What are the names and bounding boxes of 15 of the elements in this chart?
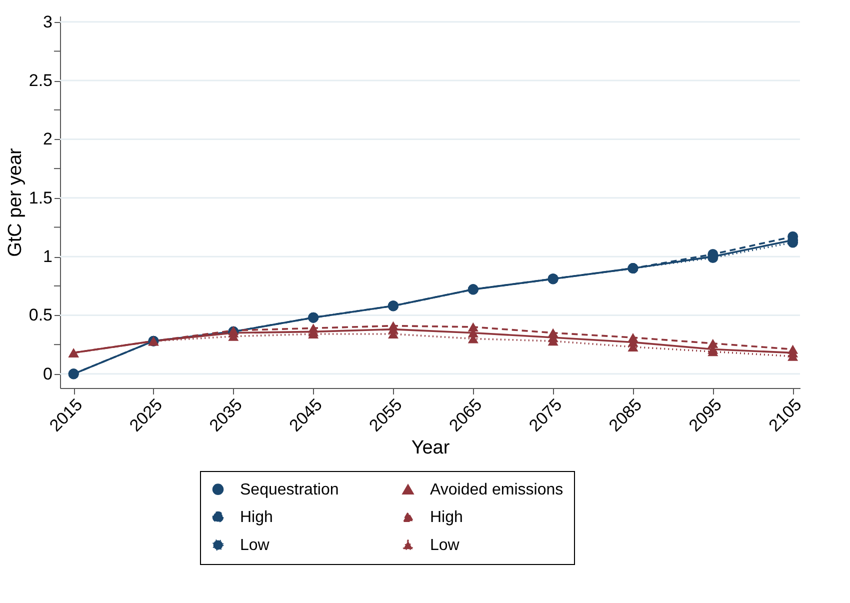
y-tick-label: 3: [43, 12, 52, 32]
y-tick-label: 2.5: [28, 71, 52, 90]
y-tick-label: 1: [43, 247, 52, 266]
y-tick-label: 0: [43, 364, 52, 384]
y-tick-label: 0.5: [28, 306, 52, 325]
legend-label: Avoided emissions: [430, 482, 564, 498]
legend-label: High: [240, 509, 273, 526]
y-tick-label: 1.5: [28, 188, 52, 208]
x-axis-title: Year: [411, 438, 450, 459]
legend-label: Low: [430, 537, 460, 554]
legend-label: Sequestration: [240, 481, 339, 498]
y-axis-title: GtC per year: [4, 147, 26, 257]
legend-label: Low: [240, 537, 270, 554]
legend-label: High: [430, 509, 463, 526]
y-tick-label: 2: [43, 130, 52, 149]
